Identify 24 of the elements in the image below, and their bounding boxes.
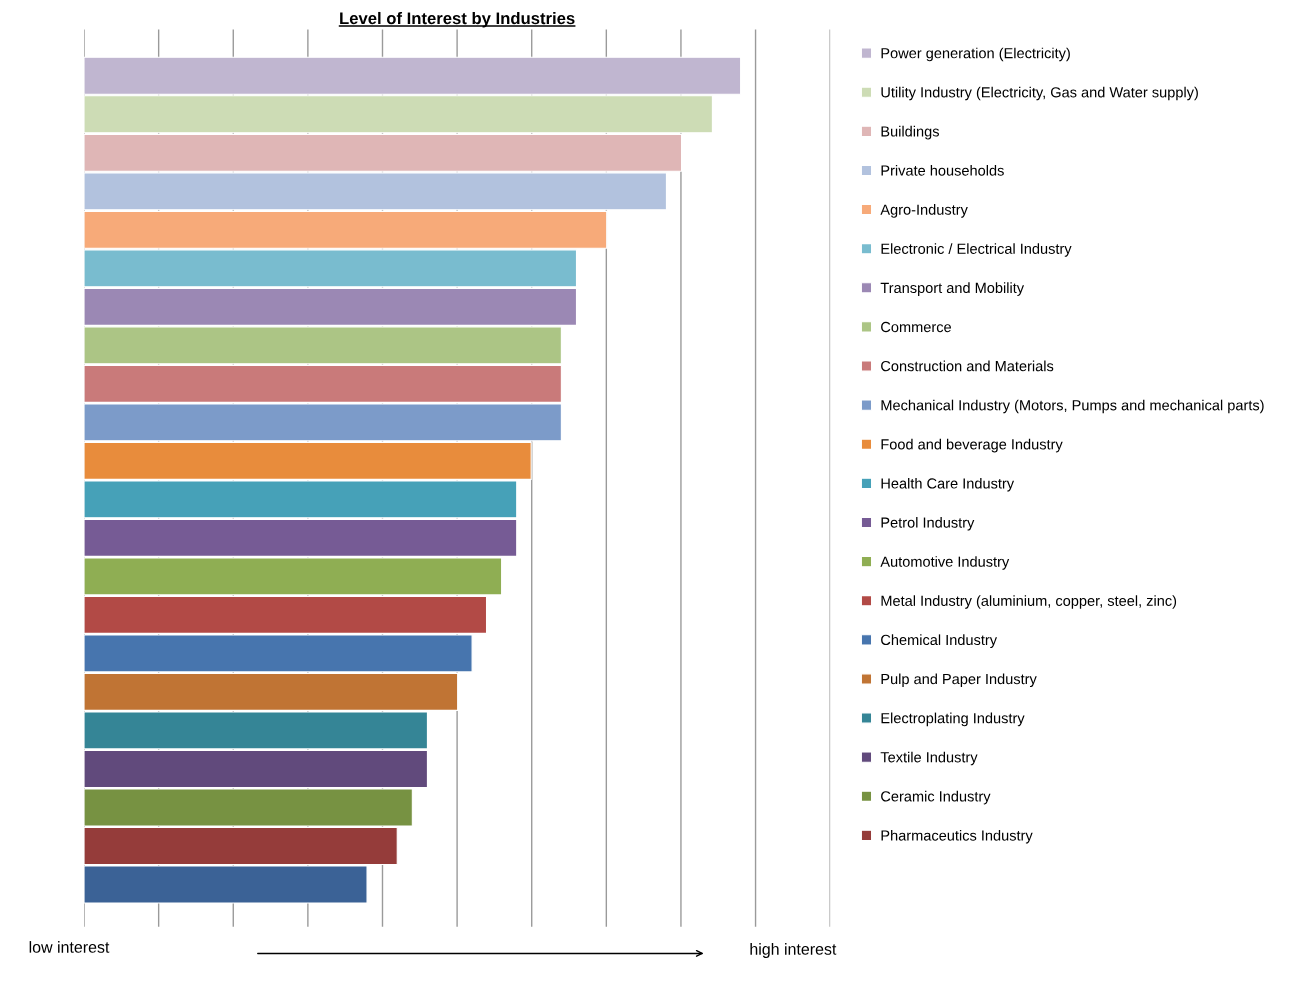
text: high interest — [750, 943, 837, 958]
legend-label: Automotive Industry — [880, 556, 1010, 570]
legend-label: Commerce — [881, 321, 951, 333]
legend-label: Agro-Industry — [880, 204, 968, 218]
text: low interest — [29, 941, 110, 953]
legend-label: Construction and Materials — [881, 360, 1054, 372]
legend-label: Buildings — [881, 125, 939, 140]
legend-label: Textile Industry — [880, 751, 978, 766]
legend-label: Utility Industry (Electricity, Gas and Water supply) — [881, 86, 1198, 101]
legend-label: Electroplating Industry — [881, 712, 1025, 727]
legend-label: Chemical Industry — [881, 634, 998, 648]
legend-label: Electronic / Electrical Industry — [881, 243, 1072, 257]
legend-label: Pharmaceutics Industry — [881, 829, 1033, 844]
legend-label: Food and beverage Industry — [881, 438, 1063, 453]
legend-label: Ceramic Industry — [881, 790, 991, 805]
chart-title: Level of Interest by Industries — [340, 11, 575, 28]
legend-label: Metal Industry (aluminium, copper, steel, zinc) — [881, 595, 1177, 609]
legend-label: Private households — [881, 164, 1004, 176]
legend-label: Transport and Mobility — [880, 282, 1025, 296]
legend-label: Mechanical Industry (Motors, Pumps and mechanical parts) — [881, 399, 1264, 414]
legend-label: Petrol Industry — [881, 517, 975, 531]
legend-label: Pulp and Paper Industry — [881, 673, 1037, 688]
legend-label: Power generation (Electricity) — [881, 47, 1070, 62]
legend-label: Health Care Industry — [881, 477, 1015, 492]
